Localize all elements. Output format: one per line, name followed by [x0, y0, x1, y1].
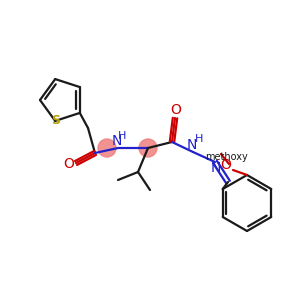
- Text: N: N: [211, 161, 221, 175]
- Text: H: H: [118, 131, 126, 141]
- Circle shape: [98, 139, 116, 157]
- Text: O: O: [64, 157, 74, 171]
- Text: O: O: [220, 158, 231, 172]
- Text: H: H: [195, 134, 203, 144]
- Text: N: N: [112, 134, 122, 148]
- Text: methoxy: methoxy: [205, 152, 248, 162]
- Circle shape: [139, 139, 157, 157]
- Text: O: O: [171, 103, 182, 117]
- Text: S: S: [51, 114, 60, 128]
- Text: N: N: [187, 138, 197, 152]
